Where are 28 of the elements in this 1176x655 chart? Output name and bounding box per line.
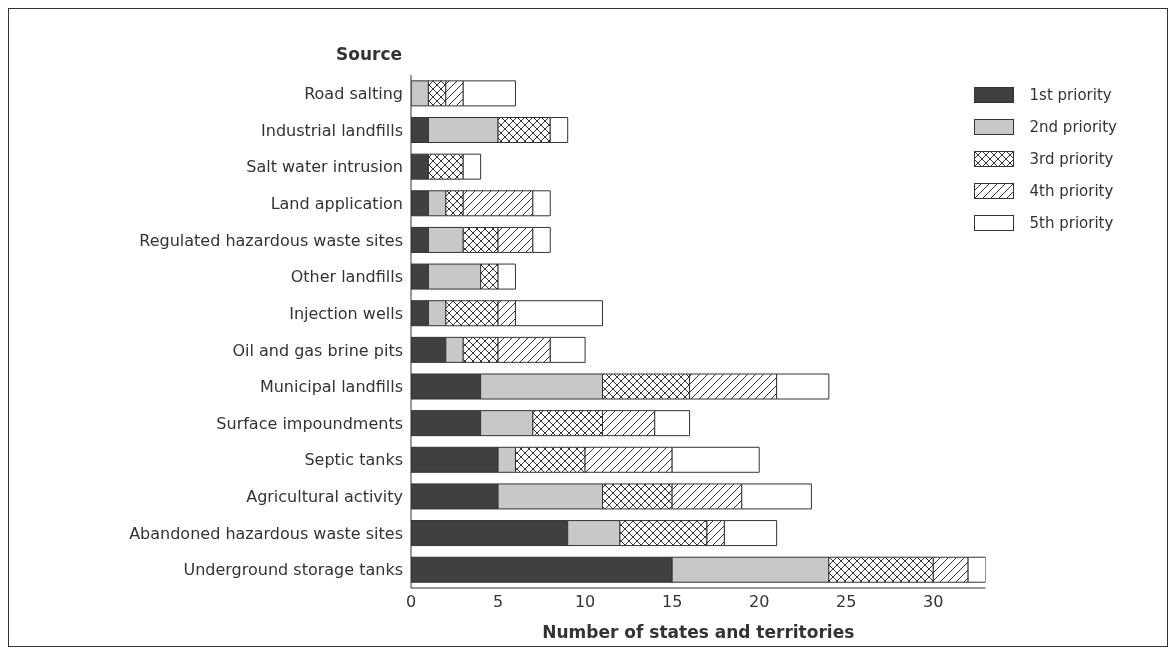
y-tick-label: Underground storage tanks: [183, 560, 403, 580]
y-tick-label: Industrial landfills: [261, 120, 403, 140]
y-tick-label: Agricultural activity: [246, 487, 403, 507]
x-axis-title: Number of states and territories: [542, 622, 855, 642]
y-tick-label: Road salting: [304, 84, 403, 103]
y-axis-title: Source: [334, 44, 402, 64]
x-tick-label: 10: [574, 592, 596, 612]
x-tick-label: 0: [405, 592, 417, 612]
y-tick-label: Septic tanks: [304, 450, 403, 470]
legend-label: 1st priority: [1029, 86, 1112, 104]
legend-label: 4th priority: [1029, 182, 1114, 200]
legend-label: 5th priority: [1029, 214, 1114, 232]
y-tick-label: Salt water intrusion: [246, 157, 403, 177]
x-tick-label: 30: [923, 592, 944, 612]
x-tick-label: 15: [661, 592, 683, 612]
y-tick-label: Injection wells: [289, 303, 403, 323]
y-tick-label: Oil and gas brine pits: [232, 340, 403, 360]
y-tick-label: Regulated hazardous waste sites: [139, 230, 403, 250]
y-tick-label: Land application: [270, 193, 403, 213]
legend-label: 3rd priority: [1029, 150, 1114, 168]
legend-label: 2nd priority: [1029, 118, 1117, 136]
x-tick-label: 25: [836, 592, 857, 612]
x-tick-label: 5: [492, 592, 504, 612]
y-tick-label: Other landfills: [290, 267, 403, 287]
y-tick-label: Surface impoundments: [216, 413, 403, 433]
y-tick-label: Abandoned hazardous waste sites: [129, 523, 403, 543]
x-tick-label: 20: [749, 592, 770, 612]
y-tick-label: Municipal landfills: [259, 377, 403, 397]
